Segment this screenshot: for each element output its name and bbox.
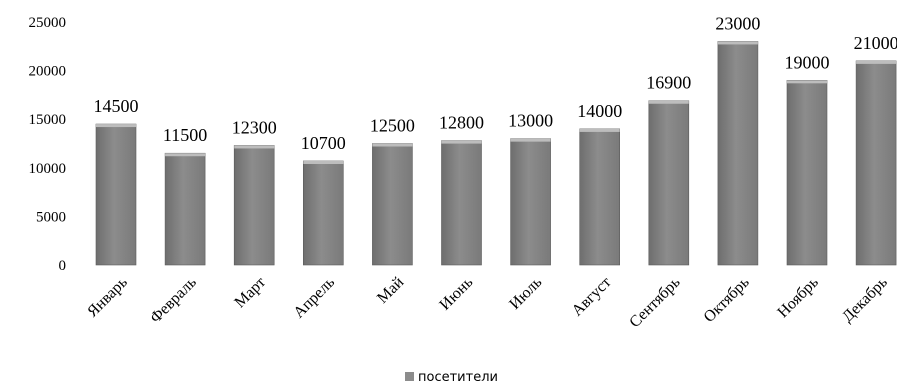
bar-top: [787, 80, 827, 84]
bar: [855, 60, 897, 266]
bar-top: [579, 128, 620, 132]
bar: [648, 100, 690, 266]
bar-top: [96, 124, 136, 128]
y-tick-label: 5000: [36, 209, 66, 225]
x-tick-label: Май: [374, 273, 407, 306]
x-tick-label: Октябрь: [701, 274, 753, 326]
y-axis: 0 5000 10000 15000 20000 25000: [29, 15, 67, 274]
y-tick-label: 15000: [29, 112, 67, 128]
x-tick-label: Апрель: [290, 274, 338, 322]
data-label: 10700: [301, 133, 346, 153]
x-tick-label: Июль: [506, 274, 545, 313]
data-label: 14500: [94, 96, 139, 116]
x-tick-label: Июнь: [436, 274, 476, 314]
bar-top: [648, 100, 689, 104]
x-tick-label: Август: [569, 274, 615, 320]
data-label: 19000: [785, 52, 830, 72]
bar-top: [165, 153, 206, 157]
bar: [510, 138, 551, 266]
x-axis: Январь Февраль Март Апрель Май Июнь Июль Август…: [84, 273, 891, 331]
bar-top: [234, 145, 275, 149]
data-label: 23000: [715, 13, 760, 33]
data-label: 12800: [439, 113, 484, 133]
data-label: 12300: [232, 117, 277, 137]
y-tick-label: 25000: [29, 15, 67, 31]
x-tick-label: Февраль: [147, 274, 200, 327]
bar: [786, 80, 828, 266]
x-tick-label: Сентябрь: [626, 274, 683, 331]
legend-label: посетители: [418, 370, 498, 385]
x-tick-label: Декабрь: [839, 274, 891, 326]
x-tick-label: Ноябрь: [774, 274, 821, 321]
bar: [579, 128, 621, 266]
bar-top: [856, 60, 897, 64]
x-tick-label: Январь: [84, 274, 131, 321]
bar: [372, 143, 413, 266]
legend: посетители: [405, 370, 498, 385]
y-tick-label: 10000: [29, 161, 67, 177]
bar-top: [510, 138, 551, 142]
bar: [164, 152, 206, 266]
x-tick-label: Март: [231, 274, 269, 312]
data-label: 12500: [370, 116, 415, 136]
data-label: 16900: [646, 73, 691, 93]
legend-swatch: [405, 372, 414, 381]
data-labels: 14500 11500 12300 10700 12500 12800 13000 14000…: [94, 13, 897, 153]
y-tick-label: 20000: [29, 64, 67, 80]
bar: [302, 160, 344, 266]
bar: [441, 140, 482, 266]
bar-top: [372, 143, 413, 147]
bar-top: [717, 41, 758, 45]
bar: [95, 123, 137, 266]
bars: [95, 41, 897, 266]
data-label: 13000: [508, 111, 553, 131]
data-label: 11500: [163, 125, 207, 145]
bar-top: [441, 140, 482, 144]
data-label: 14000: [577, 101, 622, 121]
bar: [233, 145, 275, 266]
bar: [717, 41, 759, 266]
y-tick-label: 0: [59, 258, 67, 274]
bar-top: [303, 160, 344, 164]
data-label: 21000: [854, 33, 897, 53]
